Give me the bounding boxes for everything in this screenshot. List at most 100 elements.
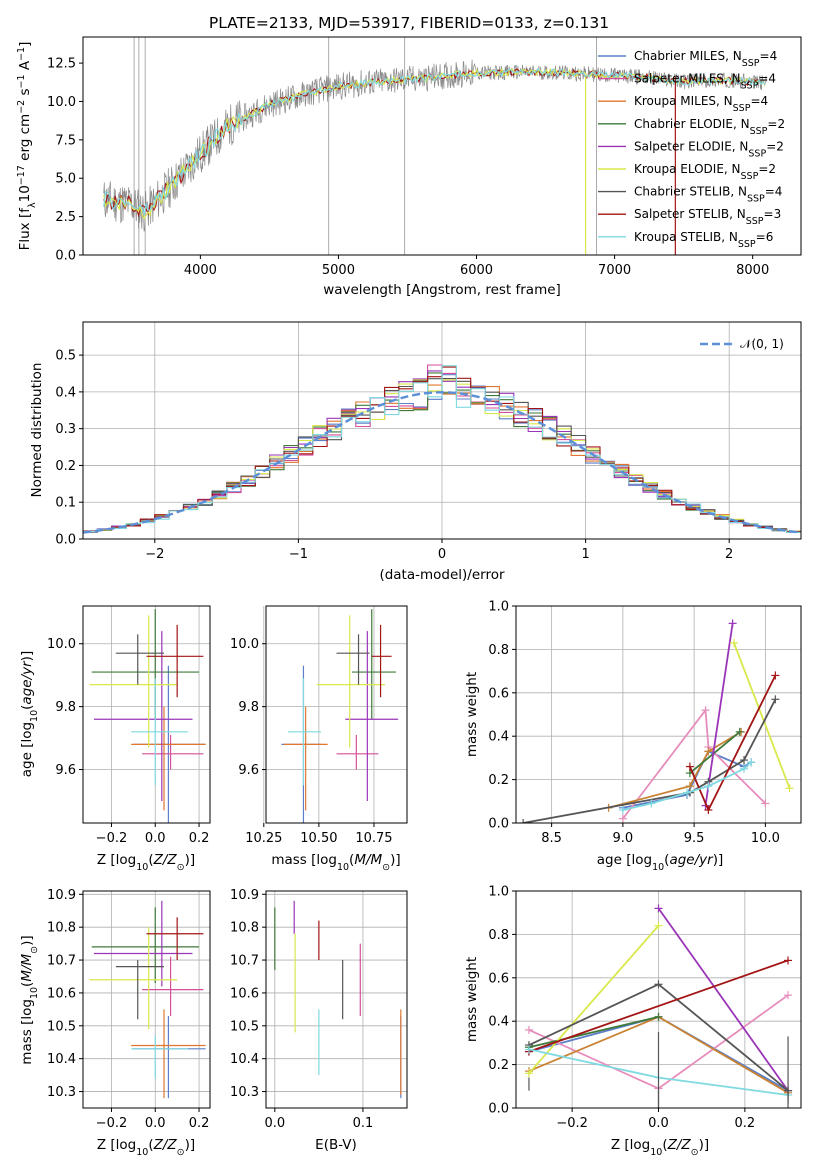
label-part: age/yr xyxy=(19,660,35,705)
plot-area xyxy=(519,619,794,823)
label-part: Kroupa STELIB, N xyxy=(634,230,738,244)
label-part: =4 xyxy=(765,185,783,199)
label-part: Z [log xyxy=(97,1137,136,1153)
label-part: erg cm xyxy=(17,114,33,165)
label-part: A xyxy=(17,60,33,74)
label-part: M/M xyxy=(19,953,35,981)
y-tick-label: 5.0 xyxy=(55,172,76,187)
x-tick-label: 7000 xyxy=(598,263,631,278)
y-tick-label: 0.0 xyxy=(55,249,76,264)
y-tick-label: 0.4 xyxy=(488,1015,509,1030)
label-part: )] xyxy=(19,651,35,662)
age-z-panel: −0.2 0.0 0.29.69.810.0Z [log10(Z/Z⊙)]age [… xyxy=(19,605,211,873)
label-part: Z [log xyxy=(611,1137,650,1153)
y-tick-label: 10.0 xyxy=(47,637,76,652)
y-tick-label: 0.4 xyxy=(488,730,509,745)
weight-line xyxy=(528,925,660,1074)
y-axis-label: Normed distribution xyxy=(29,363,45,498)
axes-frame xyxy=(515,890,802,1109)
model-spectrum xyxy=(103,68,766,217)
label-part: )] xyxy=(713,852,724,868)
y-tick-label: 0.6 xyxy=(488,971,509,986)
label-part: ⊙ xyxy=(177,862,185,873)
legend-entry: Salpeter ELODIE, NSSP=2 xyxy=(634,139,784,159)
axes-frame xyxy=(82,36,802,256)
label-part: age [log xyxy=(597,852,652,868)
label-part: )] xyxy=(19,935,35,946)
y-tick-label: 0.1 xyxy=(55,496,76,511)
x-tick-label: 9.0 xyxy=(613,831,634,846)
label-part: 10 xyxy=(652,862,664,873)
y-tick-label: 1.0 xyxy=(488,885,509,900)
plot-area xyxy=(83,364,801,534)
label-part: ( xyxy=(662,1137,667,1153)
weight-line xyxy=(657,907,789,1092)
histogram-panel: −2 −1 0 1 2 0.0 0.1 0.2 0.3 0.4 0.5 𝒩(0, 1) (data-mo… xyxy=(29,321,802,583)
y-tick-label: 0.2 xyxy=(488,1058,509,1073)
y-tick-label: 9.8 xyxy=(55,700,76,715)
label-part: E(B-V) xyxy=(315,1137,357,1153)
weight-age-panel: 8.5 9.0 9.5 10.0 0.0 0.2 0.4 0.6 0.8 1.0 mass weig… xyxy=(464,600,802,873)
label-part: Salpeter STELIB, N xyxy=(634,207,746,221)
label-part: SSP xyxy=(748,148,766,159)
x-tick-label: −0.2 xyxy=(96,1116,128,1131)
label-part: ( xyxy=(664,852,669,868)
x-tick-label: 8000 xyxy=(736,263,769,278)
legend-entry: Kroupa STELIB, NSSP=6 xyxy=(634,230,773,250)
label-part: ⊙ xyxy=(691,1147,699,1158)
label-part: SSP xyxy=(741,171,759,182)
y-tick-label: 0.5 xyxy=(55,349,76,364)
label-part: ] xyxy=(17,42,33,47)
label-part: ( xyxy=(19,982,35,987)
legend-entry: Chabrier ELODIE, NSSP=2 xyxy=(634,117,785,137)
plot-area xyxy=(103,37,767,255)
weight-line xyxy=(704,623,734,806)
label-part: ⊙ xyxy=(29,946,40,954)
label-part: =2 xyxy=(767,117,785,131)
x-tick-label: 0.0 xyxy=(145,831,166,846)
axes-frame xyxy=(82,605,211,824)
x-axis-label: Z [log10(Z/Z⊙)] xyxy=(97,852,195,873)
y-tick-label: 2.5 xyxy=(55,210,76,225)
x-tick-label: −2 xyxy=(145,547,164,562)
label-part: −1 xyxy=(16,74,27,88)
mass-z-panel: −0.2 0.0 0.2 10.3 10.4 10.5 10.6 10.7 10.8 10.9 Z … xyxy=(19,888,211,1158)
x-tick-label: −1 xyxy=(289,547,308,562)
label-part: SSP xyxy=(742,58,760,69)
label-part: −17 xyxy=(16,165,27,185)
y-tick-label: 10.7 xyxy=(47,954,76,969)
y-tick-label: 0.6 xyxy=(488,686,509,701)
y-axis-label: Flux [fλ10−17 erg cm−2 s−1 A−1] xyxy=(16,42,38,251)
label-part: =2 xyxy=(758,162,776,176)
y-tick-label: 10.8 xyxy=(230,921,259,936)
label-part: Kroupa MILES, N xyxy=(634,94,733,108)
x-tick-label: 10.75 xyxy=(355,831,392,846)
x-axis-label: Z [log10(Z/Z⊙)] xyxy=(611,1137,709,1158)
label-part: Chabrier ELODIE, N xyxy=(634,117,750,131)
label-part: age/yr xyxy=(669,852,714,868)
axes-frame xyxy=(82,321,802,540)
label-part: SSP xyxy=(747,193,765,204)
legend-entry: Kroupa MILES, NSSP=4 xyxy=(634,94,768,114)
y-tick-label: 0.8 xyxy=(488,928,509,943)
label-part: )] xyxy=(185,852,196,868)
label-part: −1 xyxy=(16,47,27,61)
axes-frame xyxy=(265,605,408,824)
label-part: Flux [f xyxy=(17,207,33,251)
label-part: 10 xyxy=(17,185,33,202)
model-spectrum xyxy=(103,68,765,218)
label-part: Z/Z xyxy=(667,1137,692,1153)
x-tick-label: 0.0 xyxy=(145,1116,166,1131)
y-axis-label: age [log10(age/yr)] xyxy=(19,651,40,777)
label-part: Chabrier STELIB, N xyxy=(634,185,747,199)
x-tick-label: 0.2 xyxy=(735,1116,756,1131)
label-part: SSP xyxy=(750,125,768,136)
y-tick-label: 10.3 xyxy=(47,1085,76,1100)
weight-z-panel: −0.2 0.0 0.2 0.0 0.2 0.4 0.6 0.8 1.0 mass weight Z… xyxy=(464,885,802,1158)
y-tick-label: 10.6 xyxy=(47,986,76,1001)
plot-area xyxy=(274,900,402,1099)
label-part: PLATE=2133, MJD=53917, FIBERID=0133, z=0… xyxy=(209,14,609,32)
label-part: ( xyxy=(349,852,354,868)
